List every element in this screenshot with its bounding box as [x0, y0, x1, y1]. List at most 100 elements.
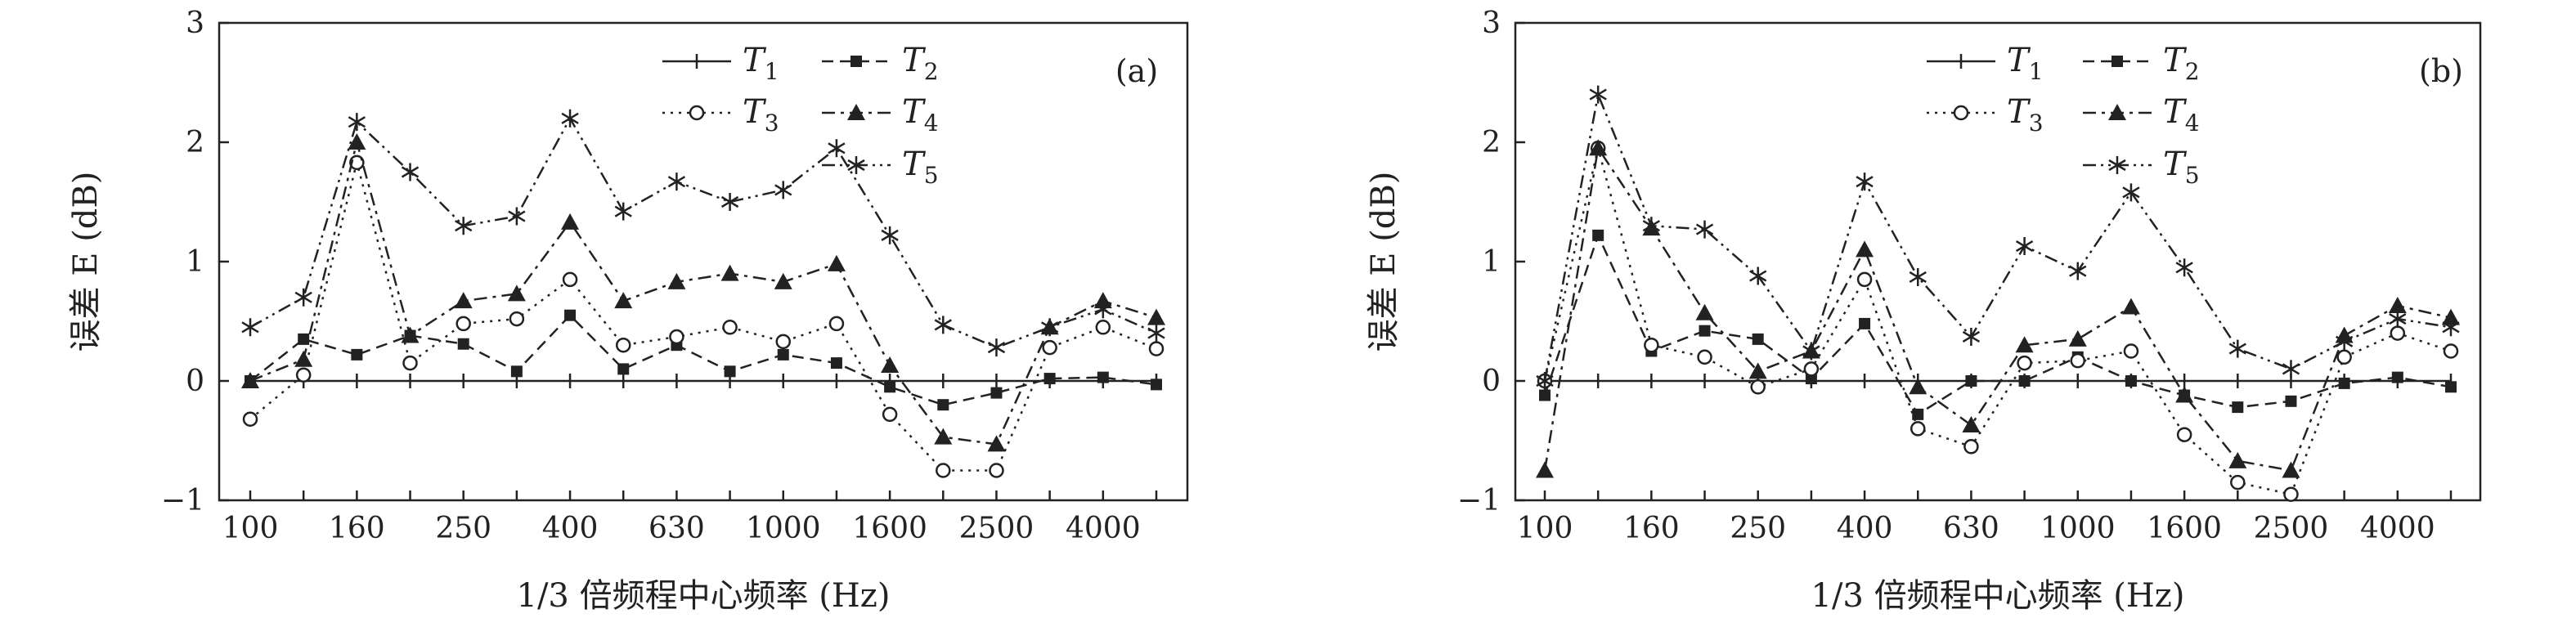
data-point-t3 [1750, 379, 1766, 395]
data-point-t3 [402, 355, 418, 371]
data-point-t3 [2176, 427, 2192, 442]
data-point-t5 [1962, 327, 1981, 346]
data-point-t4 [2228, 451, 2247, 468]
data-point-t2 [884, 381, 896, 393]
data-point-t2 [2338, 377, 2350, 389]
data-point-t4 [1093, 292, 1112, 309]
data-point-t4 [2068, 329, 2087, 347]
data-point-t3 [1697, 349, 1712, 365]
data-point-t2 [457, 338, 469, 350]
y-tick-label: 3 [186, 7, 204, 40]
y-tick-label: 3 [1482, 7, 1501, 40]
data-point-t5 [1695, 220, 1714, 239]
data-point-t2 [1859, 317, 1871, 329]
data-point-t4 [987, 435, 1006, 452]
y-tick-label: 2 [1482, 126, 1501, 159]
data-point-t3 [349, 155, 365, 171]
legend-label: T5 [2163, 146, 2200, 189]
data-point-t5 [348, 113, 366, 132]
legend-marker [850, 56, 862, 67]
data-point-t4 [348, 133, 366, 150]
legend-label: T1 [743, 42, 779, 85]
data-point-t4 [1748, 362, 1767, 379]
x-tick-label: 630 [648, 512, 705, 545]
series-line-t4 [249, 138, 1157, 446]
legend-label: T2 [2163, 42, 2200, 85]
data-point-t5 [667, 172, 686, 191]
data-point-t2 [2125, 375, 2137, 387]
x-tick-label: 1600 [852, 512, 927, 545]
data-point-t5 [455, 217, 473, 235]
legend-label: T4 [2163, 93, 2200, 137]
data-point-t4 [774, 272, 792, 289]
data-point-t3 [989, 463, 1004, 478]
data-point-t3 [882, 406, 898, 423]
x-tick-label: 250 [1730, 512, 1786, 545]
data-point-t2 [564, 309, 577, 321]
y-tick-label: 1 [186, 245, 204, 279]
data-point-t2 [2445, 381, 2457, 393]
data-point-t5 [1909, 267, 1927, 286]
data-point-t4 [2282, 461, 2300, 478]
x-tick-label: 400 [542, 512, 599, 545]
series-line-t2 [249, 313, 1157, 406]
y-axis-label: 误差 E (dB) [1365, 172, 1402, 352]
data-point-t3 [242, 411, 258, 427]
series-line-t2 [1543, 232, 2452, 416]
data-point-t3 [615, 337, 631, 353]
series-line-t5 [249, 116, 1157, 349]
data-point-t2 [1151, 378, 1162, 391]
legend-marker [2112, 56, 2123, 67]
data-point-t2 [617, 363, 630, 375]
legend-item-t1: T1 [662, 42, 779, 85]
data-point-t3 [1910, 421, 1926, 437]
data-point-t3 [669, 329, 684, 345]
data-point-t5 [774, 181, 792, 199]
data-point-t5 [508, 207, 526, 226]
data-point-t4 [2175, 386, 2194, 403]
data-point-t4 [614, 292, 633, 309]
data-point-t3 [2283, 486, 2299, 502]
data-point-t3 [1042, 339, 1057, 356]
data-point-t4 [2388, 297, 2407, 314]
data-point-t3 [1148, 341, 1165, 356]
data-point-t5 [934, 316, 952, 334]
data-point-t2 [1592, 229, 1604, 241]
data-point-t4 [241, 372, 259, 388]
y-tick-label: 0 [1482, 365, 1501, 398]
data-point-t2 [351, 348, 363, 361]
data-point-t2 [510, 365, 523, 378]
legend-marker [2108, 156, 2126, 174]
x-tick-label: 250 [435, 512, 491, 545]
data-point-t4 [667, 272, 686, 289]
data-point-t2 [990, 387, 1003, 399]
data-point-t3 [2123, 343, 2139, 359]
data-point-t4 [2442, 308, 2460, 325]
x-tick-label: 100 [222, 512, 279, 545]
data-point-t2 [1043, 373, 1056, 385]
legend-label: T1 [2007, 42, 2044, 85]
data-point-t3 [2017, 355, 2032, 371]
data-point-t2 [937, 399, 949, 411]
data-point-t2 [2232, 401, 2244, 414]
data-point-t5 [881, 226, 899, 244]
data-point-t4 [454, 292, 473, 309]
data-point-t4 [401, 326, 420, 343]
data-point-t5 [2228, 339, 2246, 358]
data-point-t5 [614, 202, 632, 221]
data-point-t5 [401, 163, 420, 181]
data-point-t2 [724, 365, 736, 378]
data-point-t2 [2391, 371, 2403, 383]
y-tick-label: −1 [1457, 484, 1501, 517]
x-tick-label: 4000 [1066, 512, 1141, 545]
data-point-t5 [294, 288, 312, 307]
plot-frame [1514, 21, 2482, 502]
data-point-t5 [2389, 310, 2407, 329]
data-point-t5 [241, 318, 259, 337]
legend-label: T3 [743, 93, 779, 137]
data-point-t2 [777, 348, 789, 361]
x-axis-label: 1/3 倍频程中心频率 (Hz) [1811, 577, 2185, 615]
data-point-t4 [507, 284, 526, 302]
x-tick-label: 630 [1943, 512, 1999, 545]
x-tick-label: 160 [1623, 512, 1680, 545]
